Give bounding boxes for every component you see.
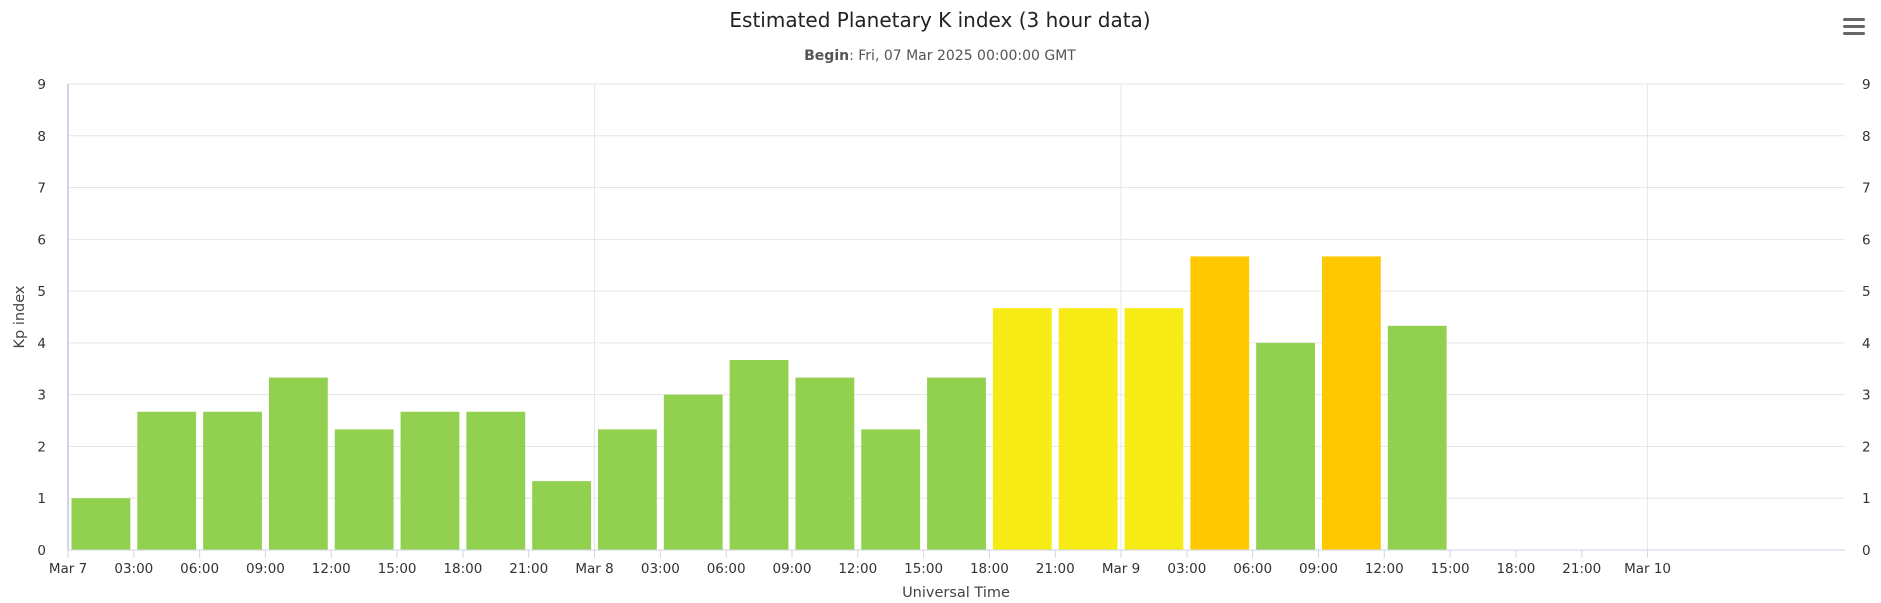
x-tick-label: 15:00 [378, 561, 417, 577]
kp-bar [927, 377, 986, 550]
x-tick-label: 15:00 [904, 561, 943, 577]
y-tick-label-right: 7 [1862, 181, 1871, 197]
x-tick-label: 12:00 [1365, 561, 1404, 577]
y-tick-label-right: 8 [1862, 129, 1871, 145]
y-tick-label-left: 1 [37, 491, 46, 507]
kp-bar [268, 377, 328, 550]
x-tick-label: Mar 7 [49, 561, 87, 577]
x-tick-label: 18:00 [443, 561, 482, 577]
kp-bar [71, 498, 131, 550]
x-tick-label: 21:00 [509, 561, 548, 577]
kp-bar [1124, 308, 1184, 550]
x-tick-label: 06:00 [707, 561, 746, 577]
chart-title: Estimated Planetary K index (3 hour data… [729, 8, 1150, 32]
kp-bar [1321, 256, 1381, 550]
x-tick-label: 03:00 [641, 561, 680, 577]
x-axis-title: Universal Time [902, 585, 1010, 601]
kp-bar [400, 411, 460, 550]
kp-bar [663, 394, 723, 550]
subtitle-label: Begin [804, 48, 849, 64]
x-tick-label: Mar 10 [1624, 561, 1671, 577]
y-tick-label-left: 6 [37, 232, 46, 248]
x-tick-label: 09:00 [773, 561, 812, 577]
kp-bar [334, 429, 394, 550]
y-tick-label-right: 5 [1862, 284, 1871, 300]
kp-bar [466, 411, 526, 550]
kp-bar [1256, 342, 1315, 550]
kp-bar [137, 411, 197, 550]
x-tick-label: 12:00 [312, 561, 351, 577]
x-tick-label: 03:00 [114, 561, 153, 577]
x-tick-label: Mar 9 [1102, 561, 1140, 577]
x-tick-label: 12:00 [838, 561, 877, 577]
kp-bar [795, 377, 855, 550]
chart-subtitle: Begin: Fri, 07 Mar 2025 00:00:00 GMT [804, 48, 1076, 64]
kp-bar [1387, 325, 1447, 550]
y-tick-label-right: 6 [1862, 232, 1871, 248]
x-tick-label: 15:00 [1431, 561, 1470, 577]
y-tick-label-left: 9 [37, 77, 46, 93]
x-tick-label: 09:00 [246, 561, 285, 577]
bar-layer [71, 256, 1447, 550]
y-tick-label-left: 3 [37, 388, 46, 404]
menu-icon-line [1843, 25, 1865, 28]
kp-bar [203, 411, 262, 550]
y-tick-label-left: 2 [37, 439, 46, 455]
x-tick-label: 18:00 [970, 561, 1009, 577]
y-tick-label-right: 4 [1862, 336, 1871, 352]
x-tick-label: Mar 8 [575, 561, 613, 577]
y-tick-label-left: 5 [37, 284, 46, 300]
y-tick-label-left: 8 [37, 129, 46, 145]
kp-bar [1190, 256, 1250, 550]
y-tick-label-right: 3 [1862, 388, 1871, 404]
y-tick-label-right: 2 [1862, 439, 1871, 455]
x-tick-label: 21:00 [1036, 561, 1075, 577]
kp-bar [1058, 308, 1118, 550]
kp-bar [992, 308, 1052, 550]
kp-bar [729, 359, 789, 550]
x-tick-label: 06:00 [180, 561, 219, 577]
x-tick-label: 09:00 [1299, 561, 1338, 577]
kp-bar [861, 429, 921, 550]
x-tick-label: 03:00 [1167, 561, 1206, 577]
kp-bar [598, 429, 657, 550]
kp-bar [532, 481, 592, 550]
x-tick-label: 18:00 [1496, 561, 1535, 577]
y-tick-label-right: 1 [1862, 491, 1871, 507]
x-tick-label: 06:00 [1233, 561, 1272, 577]
chart-menu-button[interactable] [1841, 16, 1867, 38]
axis-layer: 0 0 1 1 2 2 3 3 4 4 5 5 6 6 7 7 8 8 9 9 Mar 7 03:00 06:00 09:00… [37, 77, 1870, 577]
y-tick-label-right: 0 [1862, 543, 1871, 559]
y-tick-label-left: 7 [37, 181, 46, 197]
menu-icon-line [1843, 32, 1865, 35]
menu-icon-line [1843, 18, 1865, 21]
x-tick-label: 21:00 [1562, 561, 1601, 577]
y-axis-title: Kp index [12, 285, 28, 348]
y-tick-label-left: 4 [37, 336, 46, 352]
y-tick-label-left: 0 [37, 543, 46, 559]
y-tick-label-right: 9 [1862, 77, 1871, 93]
subtitle-value: : Fri, 07 Mar 2025 00:00:00 GMT [849, 48, 1076, 64]
